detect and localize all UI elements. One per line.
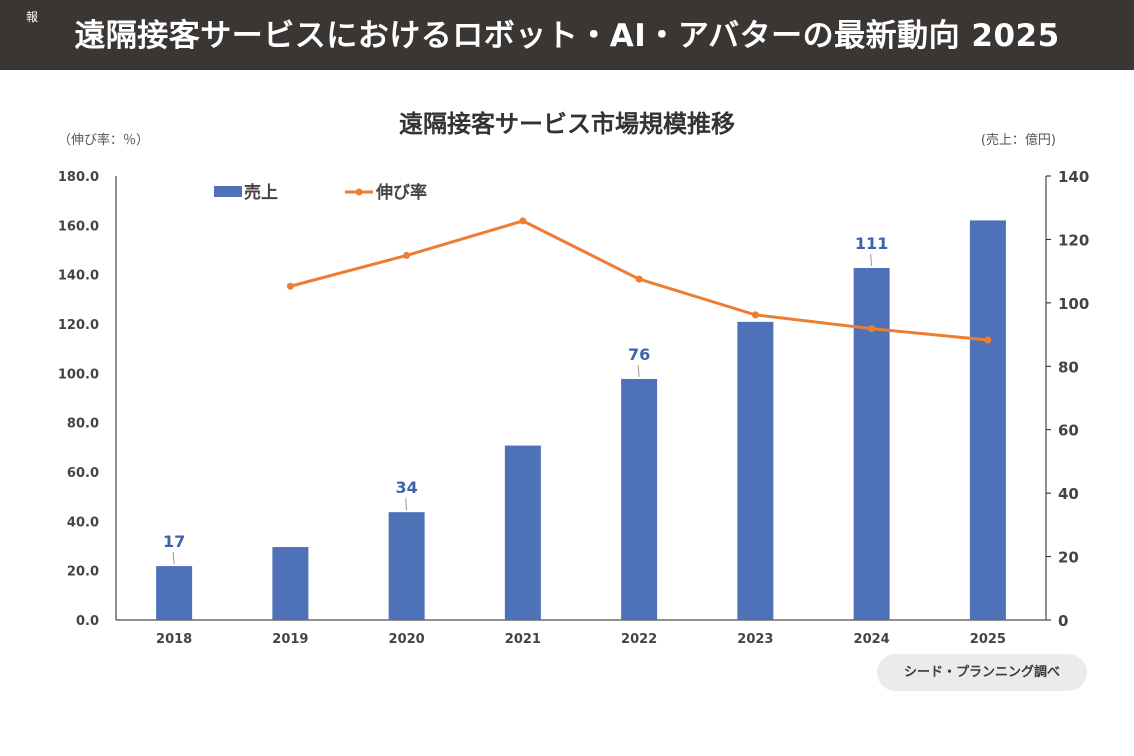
x-tick-label: 2020 (389, 632, 425, 647)
right-tick-label: 80 (1058, 358, 1079, 376)
header-mark: 報 (26, 10, 39, 24)
bar-2019 (272, 547, 309, 620)
bar-2024 (853, 267, 890, 620)
bar-2025 (969, 220, 1006, 620)
bar-2020 (388, 512, 425, 620)
left-tick-label: 160.0 (58, 219, 99, 234)
left-tick-label: 100.0 (58, 367, 99, 382)
bar-2023 (737, 321, 774, 620)
x-tick-label: 2021 (505, 632, 541, 647)
bar-2022 (621, 378, 658, 620)
source-badge: シード・プランニング調べ (877, 654, 1087, 691)
data-label-2022: 76 (628, 345, 650, 364)
page-title: 遠隔接客サービスにおけるロボット・AI・アバターの最新動向 2025 (74, 18, 1060, 54)
chart-title: 遠隔接客サービス市場規模推移 (399, 110, 735, 138)
x-tick-label: 2022 (621, 632, 657, 647)
growth-rate-point (519, 217, 527, 225)
legend-bar-swatch (214, 186, 242, 197)
right-tick-label: 120 (1058, 231, 1089, 249)
legend-bar-label: 売上 (244, 182, 278, 203)
right-tick-label: 20 (1058, 549, 1079, 567)
left-tick-label: 0.0 (76, 614, 99, 629)
growth-rate-point (286, 282, 294, 290)
right-tick-label: 60 (1058, 422, 1079, 440)
left-tick-label: 20.0 (67, 565, 99, 580)
bar-2021 (504, 445, 541, 620)
left-tick-label: 80.0 (67, 417, 99, 432)
x-tick-label: 2023 (737, 632, 773, 647)
right-tick-label: 0 (1058, 612, 1068, 630)
x-tick-label: 2025 (970, 632, 1006, 647)
x-tick-label: 2018 (156, 632, 192, 647)
growth-rate-point (751, 311, 759, 319)
bar-2018 (156, 566, 193, 620)
left-tick-label: 40.0 (67, 515, 99, 530)
left-tick-label: 60.0 (67, 466, 99, 481)
data-label-2024: 111 (855, 234, 888, 253)
legend-line-marker (355, 188, 363, 196)
left-axis-unit: （伸び率：％） (58, 132, 149, 148)
x-tick-label: 2024 (854, 632, 890, 647)
x-tick-label: 2019 (272, 632, 308, 647)
growth-rate-point (635, 275, 643, 283)
data-label-leader (637, 364, 640, 378)
data-label-leader (870, 253, 873, 267)
right-tick-label: 100 (1058, 295, 1089, 313)
left-tick-label: 120.0 (58, 318, 99, 333)
data-label-2020: 34 (395, 478, 417, 497)
right-axis-unit: (売上：億円) (981, 132, 1056, 148)
left-tick-label: 140.0 (58, 269, 99, 284)
right-tick-label: 40 (1058, 485, 1079, 503)
data-label-2018: 17 (163, 532, 185, 551)
data-label-leader (405, 498, 408, 511)
data-label-leader (172, 552, 175, 565)
left-tick-label: 180.0 (58, 170, 99, 185)
right-tick-label: 140 (1058, 168, 1089, 186)
growth-rate-point (403, 251, 411, 259)
growth-rate-point (868, 325, 876, 333)
growth-rate-point (984, 336, 992, 344)
legend-line-label: 伸び率 (375, 182, 427, 203)
header-bar: 報 遠隔接客サービスにおけるロボット・AI・アバターの最新動向 2025 (0, 0, 1134, 70)
